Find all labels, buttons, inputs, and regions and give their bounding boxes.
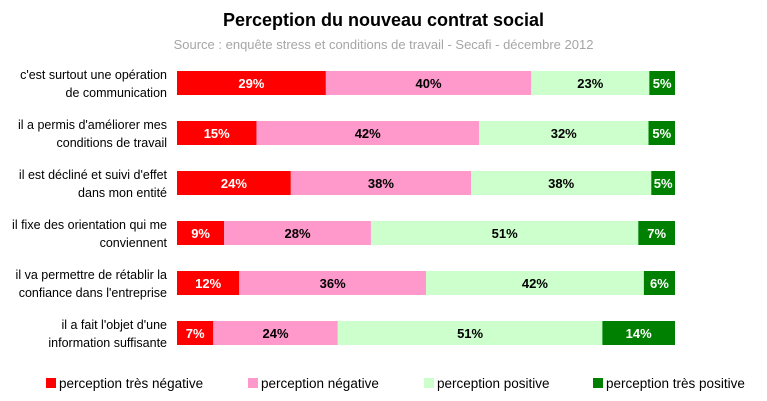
legend-swatch <box>248 378 258 388</box>
data-label: 6% <box>650 276 669 291</box>
bar-segment <box>337 321 603 345</box>
data-label: 42% <box>522 276 548 291</box>
data-label: 28% <box>285 226 311 241</box>
category-label: il a fait l'objet d'une <box>61 318 167 332</box>
bar-segment <box>426 271 644 295</box>
data-label: 14% <box>626 326 652 341</box>
bar-segment <box>638 221 675 245</box>
data-label: 7% <box>647 226 666 241</box>
category-label: conviennent <box>100 236 168 250</box>
data-label: 7% <box>186 326 205 341</box>
bar-segment <box>649 71 675 95</box>
data-label: 9% <box>191 226 210 241</box>
data-label: 38% <box>548 176 574 191</box>
bar-segment <box>643 271 675 295</box>
legend-swatch <box>424 378 434 388</box>
data-label: 42% <box>355 126 381 141</box>
data-label: 32% <box>551 126 577 141</box>
data-label: 38% <box>368 176 394 191</box>
bar-segment <box>177 171 291 195</box>
bar-segment <box>256 121 479 145</box>
bar-segment <box>325 71 532 95</box>
bar-segment <box>177 71 326 95</box>
bar-segment <box>239 271 426 295</box>
legend-swatch <box>593 378 603 388</box>
legend-label: perception très positive <box>606 376 745 391</box>
data-label: 5% <box>653 76 672 91</box>
legend-label: perception très négative <box>59 376 203 391</box>
data-label: 51% <box>492 226 518 241</box>
bar-segment <box>531 71 650 95</box>
category-label: c'est surtout une opération <box>20 68 167 82</box>
data-label: 29% <box>238 76 264 91</box>
chart-title: Perception du nouveau contrat social <box>222 10 545 30</box>
data-label: 5% <box>654 176 673 191</box>
data-label: 40% <box>416 76 442 91</box>
category-label: il va permettre de rétablir la <box>16 268 168 282</box>
data-label: 36% <box>320 276 346 291</box>
bar-segment <box>602 321 675 345</box>
bar-segment <box>651 171 675 195</box>
bar-segment <box>370 221 639 245</box>
data-label: 24% <box>263 326 289 341</box>
category-label: il a permis d'améliorer mes <box>18 118 167 132</box>
bar-segment <box>213 321 338 345</box>
bar-segment <box>471 171 652 195</box>
category-label: il fixe des orientation qui me <box>12 218 167 232</box>
bar-segment <box>177 221 225 245</box>
data-label: 23% <box>577 76 603 91</box>
legend-swatch <box>46 378 56 388</box>
legend-label: perception négative <box>261 376 379 391</box>
data-label: 12% <box>195 276 221 291</box>
bar-segment <box>224 221 371 245</box>
bar-segment <box>290 171 472 195</box>
chart-subtitle: Source : enquête stress et conditions de… <box>173 37 594 52</box>
bar-segment <box>648 121 675 145</box>
data-label: 5% <box>652 126 671 141</box>
data-label: 51% <box>457 326 483 341</box>
bar-segment <box>177 321 214 345</box>
data-label: 24% <box>221 176 247 191</box>
category-label: dans mon entité <box>78 186 167 200</box>
bar-segment <box>177 121 257 145</box>
category-label: conditions de travail <box>57 136 167 150</box>
category-label: de communication <box>66 86 167 100</box>
bar-segment <box>478 121 649 145</box>
bar-segment <box>177 271 240 295</box>
category-label: confiance dans l'entreprise <box>19 286 167 300</box>
legend-label: perception positive <box>437 376 550 391</box>
category-label: il est décliné et suivi d'effet <box>19 168 168 182</box>
category-label: information suffisante <box>48 336 167 350</box>
data-label: 15% <box>204 126 230 141</box>
